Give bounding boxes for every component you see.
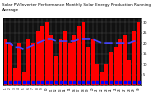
Bar [68, 43, 72, 85]
Point [55, 81, 57, 83]
Point [13, 81, 16, 83]
Point [68, 81, 71, 83]
Bar [100, 72, 104, 85]
Text: Solar PV/Inverter Performance Monthly Solar Energy Production Running Average: Solar PV/Inverter Performance Monthly So… [2, 3, 151, 12]
Bar [104, 64, 108, 85]
Point [82, 81, 85, 83]
Bar [136, 22, 140, 85]
Bar [109, 52, 113, 85]
Bar [81, 22, 85, 85]
Bar [114, 47, 118, 85]
Point [128, 81, 131, 83]
Point [32, 81, 34, 83]
Point [119, 81, 121, 83]
Point [137, 81, 140, 83]
Point [23, 81, 25, 83]
Bar [59, 39, 63, 85]
Bar [132, 31, 136, 85]
Bar [118, 39, 122, 85]
Point [9, 81, 11, 83]
Point [50, 81, 53, 83]
Bar [8, 43, 12, 85]
Point [96, 81, 99, 83]
Bar [63, 31, 67, 85]
Bar [54, 56, 58, 85]
Bar [36, 31, 40, 85]
Bar [127, 60, 131, 85]
Point [100, 81, 103, 83]
Bar [17, 43, 21, 85]
Point [45, 81, 48, 83]
Point [133, 81, 135, 83]
Point [36, 81, 39, 83]
Bar [26, 39, 30, 85]
Point [114, 81, 117, 83]
Bar [86, 47, 90, 85]
Bar [72, 35, 76, 85]
Point [105, 81, 108, 83]
Bar [4, 39, 8, 85]
Bar [123, 35, 127, 85]
Point [41, 81, 44, 83]
Point [73, 81, 76, 83]
Point [124, 81, 126, 83]
Bar [40, 26, 44, 85]
Point [18, 81, 20, 83]
Point [64, 81, 66, 83]
Bar [22, 72, 26, 85]
Bar [45, 22, 49, 85]
Point [78, 81, 80, 83]
Bar [49, 35, 53, 85]
Bar [77, 26, 81, 85]
Point [59, 81, 62, 83]
Bar [31, 43, 35, 85]
Point [91, 81, 94, 83]
Point [110, 81, 112, 83]
Point [27, 81, 30, 83]
Bar [95, 64, 99, 85]
Point [87, 81, 89, 83]
Bar [91, 39, 95, 85]
Point [4, 81, 7, 83]
Bar [13, 68, 17, 85]
